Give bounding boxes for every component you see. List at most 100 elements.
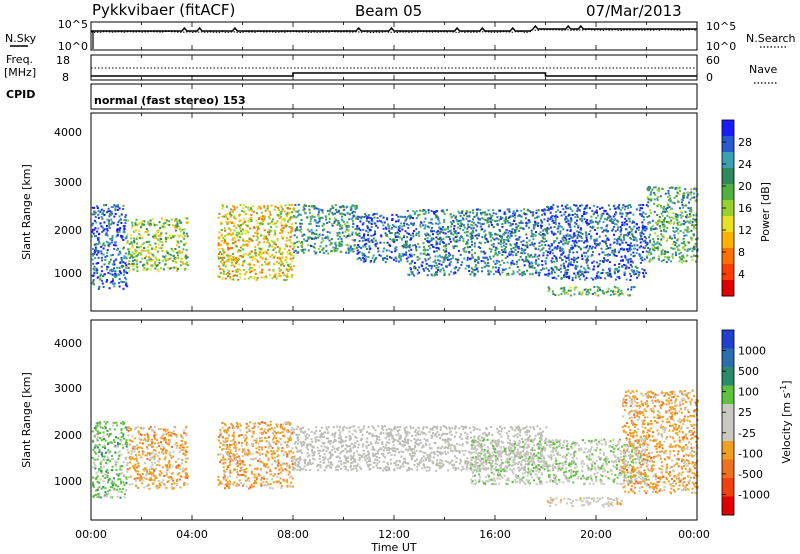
data-cell	[649, 193, 652, 196]
data-cell	[91, 213, 94, 216]
data-cell	[261, 247, 264, 250]
data-cell	[168, 466, 171, 469]
data-cell	[106, 249, 109, 252]
data-cell	[280, 212, 282, 215]
data-cell	[445, 247, 448, 250]
data-cell	[527, 260, 530, 263]
data-cell	[137, 470, 139, 473]
data-cell	[620, 209, 623, 212]
data-cell	[356, 215, 359, 218]
data-cell	[158, 261, 161, 264]
data-cell	[582, 275, 585, 278]
data-cell	[364, 213, 367, 216]
data-cell	[472, 272, 475, 275]
data-cell	[667, 251, 669, 253]
data-cell	[130, 254, 133, 257]
data-cell	[332, 207, 335, 209]
data-cell	[567, 264, 570, 266]
data-cell	[543, 234, 546, 237]
data-cell	[609, 208, 611, 211]
data-cell	[287, 231, 290, 234]
data-cell	[525, 217, 527, 220]
data-cell	[471, 234, 474, 237]
data-cell	[233, 217, 236, 219]
data-cell	[542, 237, 545, 240]
data-cell	[311, 214, 314, 217]
data-cell	[492, 245, 495, 248]
data-cell	[611, 251, 614, 254]
data-cell	[433, 264, 436, 267]
data-cell	[442, 231, 445, 234]
data-cell	[92, 482, 94, 485]
power-colorbar-swatch	[722, 152, 734, 169]
data-cell	[410, 262, 413, 265]
data-cell	[127, 219, 130, 222]
data-cell	[601, 240, 604, 243]
data-cell	[184, 477, 187, 479]
data-cell	[523, 264, 526, 267]
data-cell	[184, 449, 187, 452]
data-cell	[501, 253, 504, 256]
data-cell	[368, 246, 371, 248]
data-cell	[484, 262, 487, 265]
data-cell	[639, 261, 642, 264]
data-cell	[288, 239, 291, 241]
data-cell	[236, 270, 239, 273]
data-cell	[632, 213, 635, 216]
data-cell	[606, 218, 608, 221]
data-cell	[296, 229, 299, 232]
data-cell	[512, 246, 515, 249]
data-cell	[112, 282, 115, 285]
data-cell	[595, 210, 598, 213]
data-cell	[102, 485, 105, 488]
data-cell	[644, 244, 647, 247]
data-cell	[537, 215, 540, 218]
data-cell	[602, 292, 605, 295]
data-cell	[340, 224, 343, 227]
data-cell	[490, 243, 493, 246]
data-cell	[176, 226, 179, 229]
data-cell	[358, 257, 361, 259]
velocity-panel: 4000 3000 2000 1000 Slant Range [km] 100…	[20, 319, 793, 521]
data-cell	[303, 210, 306, 213]
data-cell	[520, 220, 523, 223]
data-cell	[630, 288, 633, 291]
data-cell	[93, 283, 95, 286]
data-cell	[520, 215, 523, 218]
data-cell	[250, 217, 253, 219]
data-cell	[107, 492, 110, 495]
data-cell	[616, 237, 619, 240]
data-cell	[621, 265, 623, 268]
data-cell	[163, 483, 166, 486]
data-cell	[516, 238, 519, 241]
data-cell	[184, 256, 187, 259]
data-cell	[540, 220, 543, 223]
data-cell	[258, 250, 261, 253]
data-cell	[107, 490, 110, 493]
data-cell	[142, 426, 145, 429]
data-cell	[671, 216, 673, 219]
data-cell	[246, 243, 249, 246]
data-cell	[535, 212, 538, 215]
data-cell	[656, 241, 659, 244]
data-cell	[597, 276, 599, 279]
data-cell	[308, 205, 311, 208]
data-cell	[630, 238, 633, 241]
data-cell	[95, 472, 98, 475]
data-cell	[266, 241, 269, 244]
data-cell	[177, 464, 180, 467]
data-cell	[217, 244, 220, 247]
data-cell	[112, 457, 114, 460]
data-cell	[100, 216, 103, 218]
data-cell	[114, 272, 117, 275]
data-cell	[619, 243, 621, 246]
data-cell	[297, 214, 300, 217]
data-cell	[154, 248, 156, 251]
data-cell	[567, 207, 569, 210]
data-cell	[624, 256, 627, 259]
data-cell	[363, 234, 365, 237]
data-cell	[244, 220, 247, 223]
data-cell	[569, 208, 572, 211]
data-cell	[435, 271, 437, 274]
data-cell	[632, 261, 635, 264]
